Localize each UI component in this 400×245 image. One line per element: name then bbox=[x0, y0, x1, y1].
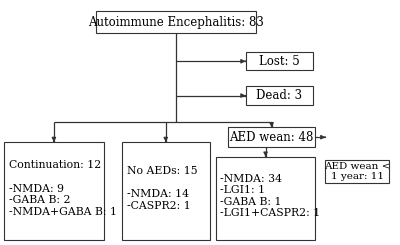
Text: Continuation: 12

-NMDA: 9
-GABA B: 2
-NMDA+GABA B: 1: Continuation: 12 -NMDA: 9 -GABA B: 2 -NM… bbox=[9, 160, 117, 217]
Text: AED wean <
1 year: 11: AED wean < 1 year: 11 bbox=[324, 162, 391, 181]
FancyBboxPatch shape bbox=[228, 127, 316, 147]
Text: -NMDA: 34
-LGI1: 1
-GABA B: 1
-LGI1+CASPR2: 1: -NMDA: 34 -LGI1: 1 -GABA B: 1 -LGI1+CASP… bbox=[220, 174, 321, 218]
FancyBboxPatch shape bbox=[122, 142, 210, 240]
Text: Dead: 3: Dead: 3 bbox=[256, 89, 303, 102]
FancyBboxPatch shape bbox=[246, 52, 314, 71]
Text: Lost: 5: Lost: 5 bbox=[259, 55, 300, 68]
Text: AED wean: 48: AED wean: 48 bbox=[229, 131, 314, 144]
Text: Autoimmune Encephalitis: 83: Autoimmune Encephalitis: 83 bbox=[88, 15, 264, 29]
FancyBboxPatch shape bbox=[246, 86, 314, 105]
FancyBboxPatch shape bbox=[216, 157, 316, 240]
FancyBboxPatch shape bbox=[96, 11, 256, 33]
Text: No AEDs: 15

-NMDA: 14
-CASPR2: 1: No AEDs: 15 -NMDA: 14 -CASPR2: 1 bbox=[126, 166, 197, 211]
FancyBboxPatch shape bbox=[4, 142, 104, 240]
FancyBboxPatch shape bbox=[326, 160, 389, 183]
